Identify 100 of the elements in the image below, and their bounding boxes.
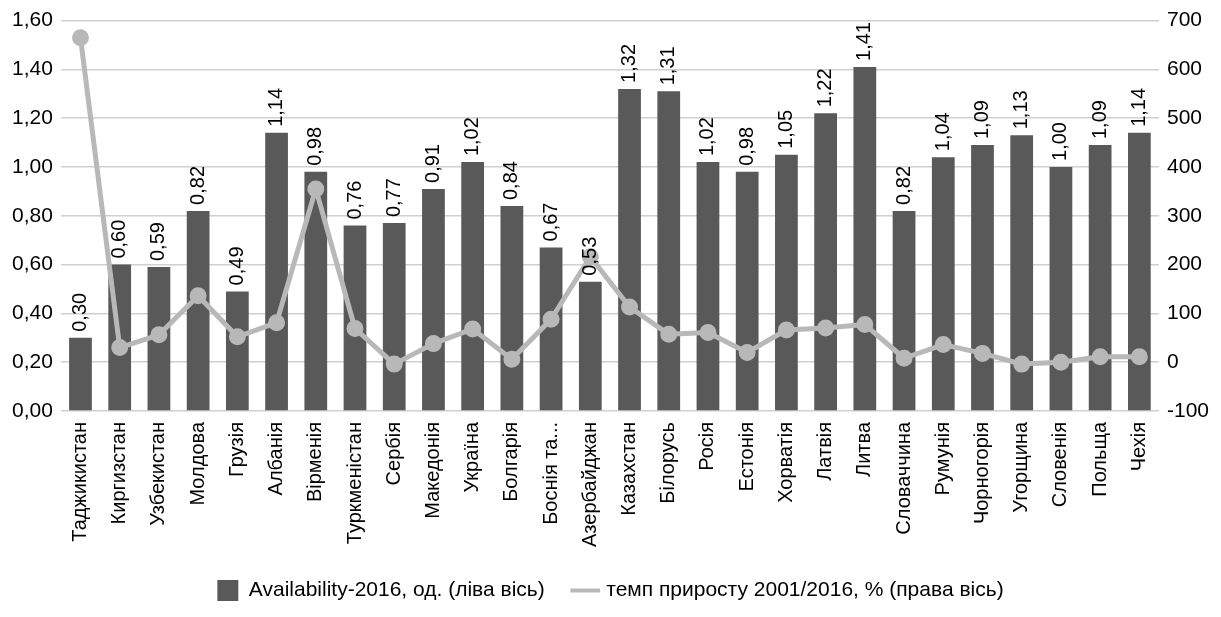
point — [307, 180, 325, 198]
y-tick-label: 0,40 — [12, 300, 53, 324]
data-label: 1,02 — [695, 117, 718, 157]
bar — [775, 154, 798, 411]
bar — [1010, 135, 1034, 411]
x-tick-label: Естонія — [734, 421, 757, 492]
data-label: 0,98 — [303, 126, 326, 166]
y2-tick-label: 400 — [1166, 153, 1203, 177]
x-tick-label: Азербайджан — [577, 421, 600, 548]
point — [1130, 348, 1148, 366]
x-tick-label: Чехія — [1126, 421, 1149, 472]
x-tick-label: Вірменія — [303, 421, 326, 503]
bar — [1127, 132, 1151, 411]
legend-label: темп приросту 2001/2016, % (права вісь) — [606, 577, 1004, 601]
point — [777, 321, 795, 339]
point — [699, 323, 717, 341]
point — [385, 355, 403, 373]
point — [228, 328, 246, 346]
x-tick-label: Киргизстан — [107, 421, 130, 525]
bar — [461, 162, 485, 411]
y-tick-label: 0,80 — [12, 202, 53, 226]
data-label: 1,41 — [852, 22, 875, 61]
y-tick-label: 0,20 — [12, 348, 53, 372]
x-tick-label: Польща — [1087, 421, 1110, 497]
x-tick-label: Таджикистан — [68, 421, 90, 542]
y2-tick-label: 200 — [1166, 251, 1203, 275]
data-label: 1,31 — [656, 46, 679, 86]
data-label: 0,77 — [381, 178, 404, 218]
point — [621, 298, 639, 316]
x-tick-label: Боснія та... — [538, 421, 561, 525]
y2-tick-label: 700 — [1166, 7, 1203, 31]
x-tick-label: Казахстан — [617, 421, 640, 516]
point — [660, 325, 678, 343]
y-tick-label: 1,60 — [12, 7, 53, 31]
bar — [735, 171, 759, 411]
data-label: 0,60 — [107, 219, 130, 259]
data-label: 0,82 — [891, 165, 914, 205]
data-label: 1,14 — [264, 87, 287, 127]
point — [895, 349, 913, 367]
x-tick-label: Македонія — [420, 421, 443, 519]
bar — [696, 162, 720, 411]
bar — [422, 188, 445, 411]
point — [1091, 348, 1109, 366]
bar — [1088, 145, 1112, 411]
point — [111, 339, 129, 357]
y2-tick-label: 0 — [1166, 348, 1179, 372]
data-label: 0,30 — [68, 292, 90, 332]
point — [71, 29, 89, 47]
point — [738, 343, 756, 361]
y-tick-label: 1,00 — [12, 153, 53, 177]
x-tick-label: Туркменістан — [342, 421, 365, 545]
bar — [971, 145, 994, 411]
bar — [69, 337, 92, 411]
y-tick-label: 1,40 — [12, 56, 53, 80]
data-label: 0,49 — [224, 246, 247, 286]
data-label: 0,91 — [420, 144, 443, 183]
data-label: 0,82 — [185, 165, 208, 205]
data-label: 0,76 — [342, 180, 365, 220]
bar — [539, 247, 563, 411]
bar — [618, 88, 641, 411]
data-label: 0,67 — [538, 202, 561, 242]
bar — [147, 267, 171, 411]
x-tick-label: Білорусь — [656, 421, 679, 504]
y2-tick-label: 500 — [1166, 104, 1203, 128]
data-label: 0,53 — [577, 236, 600, 276]
point — [503, 350, 521, 368]
data-label: 1,05 — [773, 109, 796, 149]
data-label: 1,09 — [1087, 100, 1110, 140]
bar — [853, 66, 877, 411]
data-label: 0,59 — [146, 222, 169, 262]
point — [268, 314, 286, 332]
y-tick-label: 1,20 — [12, 104, 53, 128]
data-label: 1,09 — [970, 100, 992, 140]
data-label: 1,00 — [1048, 122, 1071, 161]
point — [424, 335, 442, 353]
x-tick-label: Албанія — [264, 421, 287, 496]
bar — [500, 206, 524, 411]
bar — [578, 281, 602, 411]
bar — [265, 132, 288, 411]
data-label: 1,04 — [930, 112, 953, 152]
data-label: 0,84 — [499, 161, 522, 201]
bar — [892, 210, 916, 411]
point — [346, 320, 364, 337]
data-label: 1,14 — [1126, 87, 1149, 127]
point — [817, 319, 835, 337]
x-tick-label: Болгарія — [499, 421, 522, 502]
y2-tick-label: -100 — [1166, 397, 1209, 421]
y-tick-label: 0,00 — [12, 397, 53, 421]
bar — [814, 113, 837, 411]
point — [1013, 355, 1031, 373]
y-tick-label: 0,60 — [12, 251, 53, 275]
x-tick-label: Латвія — [813, 421, 836, 481]
data-label: 1,02 — [460, 117, 483, 157]
data-label: 0,98 — [734, 126, 757, 166]
x-tick-label: Угорщина — [1009, 421, 1032, 513]
data-label: 1,22 — [813, 68, 836, 108]
point — [464, 320, 482, 338]
x-tick-label: Словаччина — [891, 421, 914, 535]
x-tick-label: Литва — [852, 421, 875, 477]
x-tick-label: Сербія — [381, 421, 404, 486]
